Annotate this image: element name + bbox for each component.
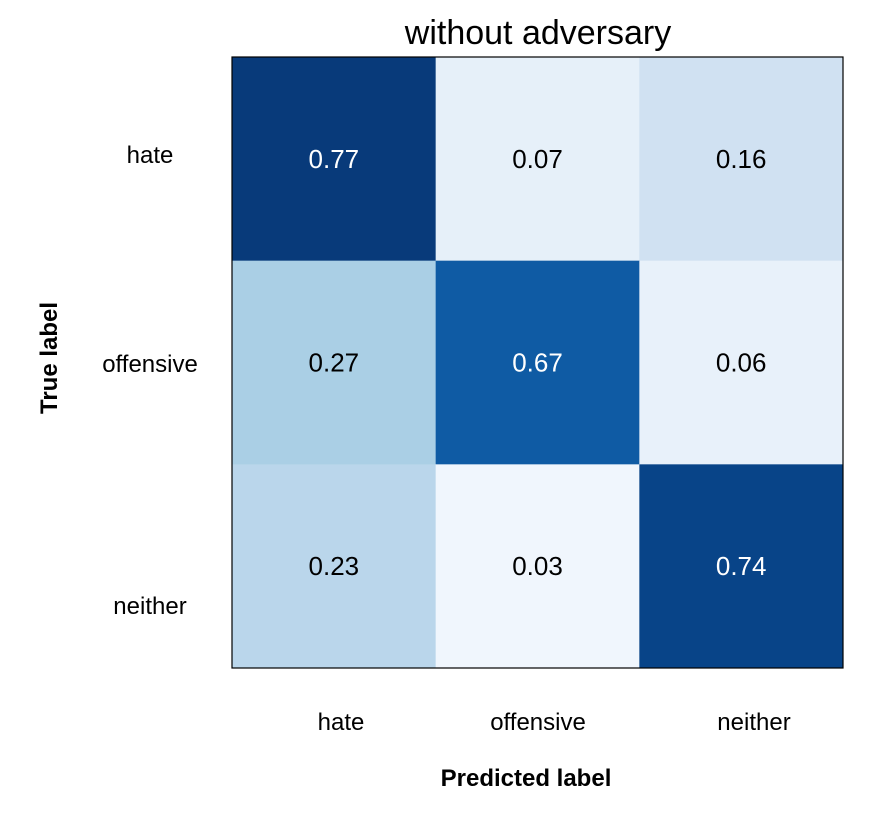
heatmap-cell-offensive-hate <box>232 260 437 465</box>
y-axis-label: True label <box>36 302 63 414</box>
cell-value-label-offensive-hate: 0.27 <box>309 348 360 378</box>
plot-frame <box>231 56 844 669</box>
cell-value-label-hate-neither: 0.16 <box>716 144 767 174</box>
y-tick-labels: hate offensive neither <box>102 142 198 620</box>
x-tick-label-neither: neither <box>717 709 790 736</box>
heatmap-cell-neither-offensive <box>435 464 640 669</box>
chart-title: without adversary <box>404 14 671 52</box>
y-tick-label-hate: hate <box>127 142 174 169</box>
cell-value-label-offensive-offensive: 0.67 <box>512 348 563 378</box>
y-tick-label-neither: neither <box>113 593 186 620</box>
heatmap-cell-offensive-offensive <box>435 260 640 465</box>
heatmap-cell-hate-neither <box>639 57 844 262</box>
y-tick-label-offensive: offensive <box>102 351 198 378</box>
cell-value-label-hate-offensive: 0.07 <box>512 144 563 174</box>
cell-value-label-neither-neither: 0.74 <box>716 551 767 581</box>
heatmap-cell-neither-hate <box>232 464 437 669</box>
cell-value-label-neither-offensive: 0.03 <box>512 551 563 581</box>
heatmap-cell-offensive-neither <box>639 260 844 465</box>
heatmap-cell-hate-offensive <box>435 57 640 262</box>
x-axis-label: Predicted label <box>441 765 612 792</box>
heatmap-cell-neither-neither <box>639 464 844 669</box>
x-tick-label-offensive: offensive <box>490 709 586 736</box>
cell-value-label-neither-hate: 0.23 <box>309 551 360 581</box>
cell-value-label-hate-hate: 0.77 <box>309 144 360 174</box>
heatmap-cells: 0.77 0.07 0.16 0.27 0.67 0.06 0.23 0.03 0.74 <box>232 57 844 669</box>
x-tick-label-hate: hate <box>318 709 365 736</box>
x-tick-labels: hate offensive neither <box>318 709 791 736</box>
cell-value-label-offensive-neither: 0.06 <box>716 348 767 378</box>
heatmap-cell-hate-hate <box>232 57 437 262</box>
